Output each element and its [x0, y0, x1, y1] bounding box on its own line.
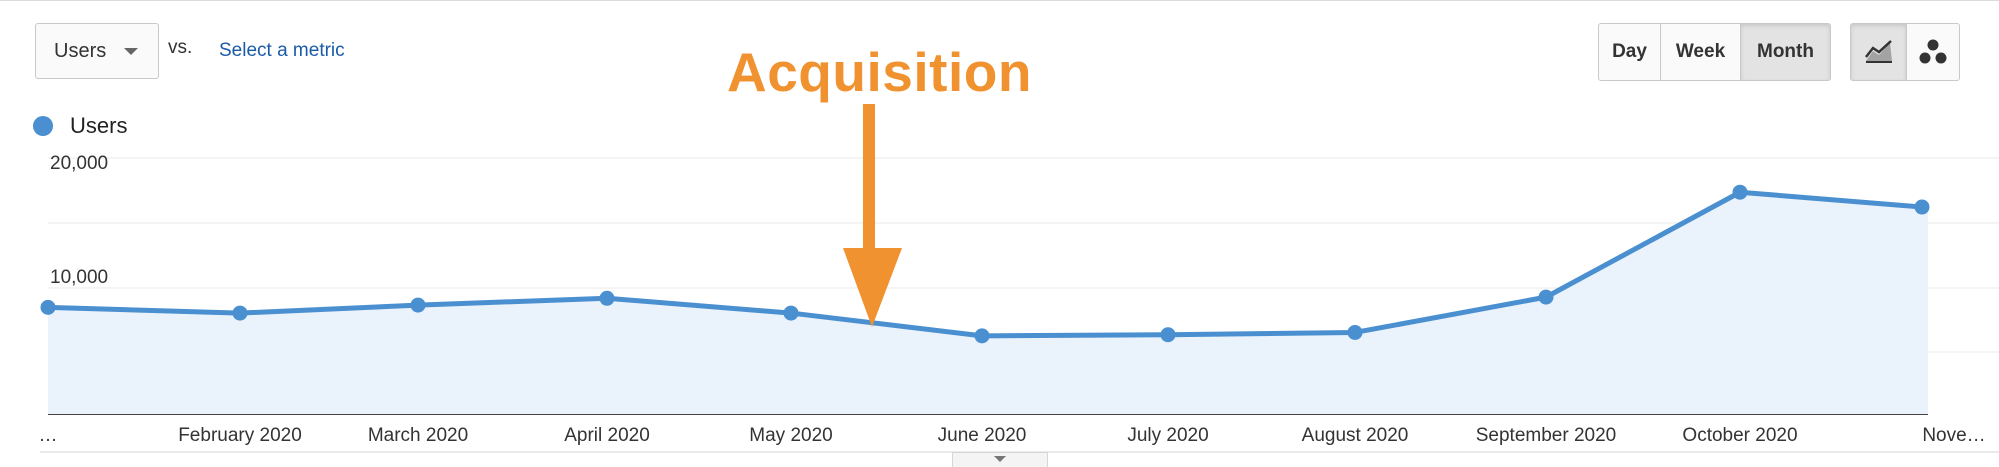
day-button[interactable]: Day — [1599, 24, 1661, 80]
x-tick-label: March 2020 — [368, 425, 468, 446]
x-tick-label: September 2020 — [1476, 425, 1617, 446]
y-tick-label: 20,000 — [50, 153, 108, 174]
data-point[interactable] — [1347, 324, 1363, 340]
data-point[interactable] — [1538, 289, 1554, 305]
x-tick-label: April 2020 — [564, 425, 650, 446]
data-point[interactable] — [1732, 184, 1748, 200]
series-area-fill — [48, 192, 1928, 414]
data-point[interactable] — [974, 328, 990, 344]
data-point[interactable] — [410, 297, 426, 313]
data-point[interactable] — [232, 305, 248, 321]
period-toggle: Day Week Month — [1598, 23, 1831, 81]
metric-dropdown[interactable]: Users — [35, 23, 159, 79]
caret-down-icon — [994, 456, 1006, 462]
chart-legend: Users — [33, 113, 127, 139]
select-metric-link[interactable]: Select a metric — [219, 40, 345, 61]
top-divider — [0, 0, 1999, 1]
x-tick-label: February 2020 — [178, 425, 302, 446]
y-tick-label: 10,000 — [50, 267, 108, 288]
month-button[interactable]: Month — [1741, 24, 1830, 80]
acquisition-annotation: Acquisition — [727, 41, 1032, 103]
collapse-chart-tab[interactable] — [952, 452, 1048, 467]
x-tick-label: October 2020 — [1682, 425, 1797, 446]
x-tick-label: July 2020 — [1127, 425, 1208, 446]
data-point[interactable] — [1914, 199, 1930, 215]
data-point[interactable] — [783, 305, 799, 321]
line-chart-button[interactable] — [1851, 24, 1907, 80]
x-tick-label: May 2020 — [749, 425, 832, 446]
motion-chart-button[interactable] — [1907, 24, 1959, 80]
data-point[interactable] — [40, 299, 56, 315]
annotation-arrow — [843, 104, 902, 327]
x-tick-label: August 2020 — [1302, 425, 1409, 446]
vs-label: vs. — [168, 37, 193, 58]
motion-chart-icon — [1919, 39, 1947, 64]
chart-type-toggle — [1850, 23, 1960, 81]
line-chart-icon — [1864, 40, 1892, 63]
week-button[interactable]: Week — [1661, 24, 1741, 80]
data-point[interactable] — [599, 290, 615, 306]
metric-dropdown-label: Users — [54, 39, 107, 62]
x-tick-label: … — [39, 425, 58, 446]
x-tick-label: Nove… — [1922, 425, 1985, 446]
chevron-down-icon — [124, 48, 138, 55]
legend-swatch — [33, 116, 53, 136]
x-tick-label: June 2020 — [938, 425, 1027, 446]
legend-label: Users — [70, 113, 128, 138]
data-point[interactable] — [1160, 327, 1176, 343]
